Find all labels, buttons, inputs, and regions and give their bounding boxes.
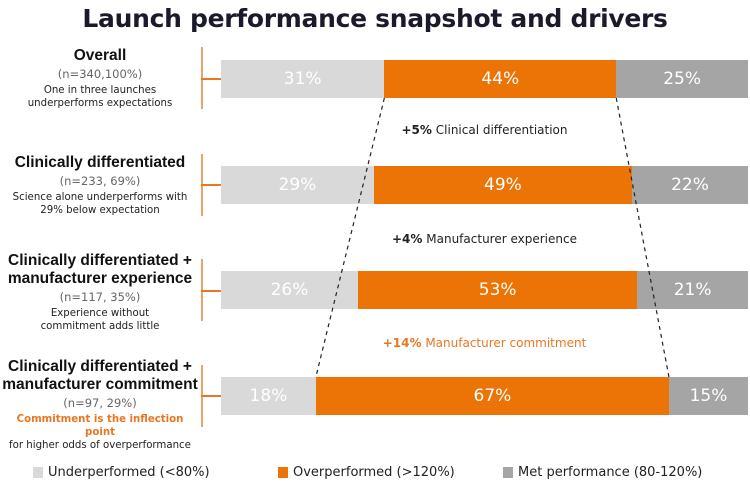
stacked-bar-clinical-plus-commitment: 18% 67% 15% [221, 377, 748, 415]
bar-segment-underperformed: 26% [221, 271, 359, 309]
bar-segment-label: 15% [689, 386, 728, 406]
row-name: Clinically differentiated + manufacturer… [2, 358, 198, 393]
row-bracket-tick [201, 290, 221, 292]
bar-segment-label: 18% [249, 386, 288, 406]
driver-label: Manufacturer experience [426, 232, 577, 246]
row-sample-size: (n=97, 29%) [63, 396, 137, 410]
driver-delta: +14% [382, 336, 422, 350]
bar-segment-underperformed: 29% [221, 166, 374, 204]
legend-item-met: Met performance (80-120%) [503, 465, 702, 480]
row-bracket-tick [201, 78, 221, 80]
legend-swatch [503, 467, 513, 478]
stacked-bar-clinically-differentiated: 29% 49% 22% [221, 166, 748, 204]
bar-segment-underperformed: 31% [221, 60, 385, 98]
row-sample-size: (n=117, 35%) [59, 290, 141, 304]
bar-segment-label: 26% [270, 280, 309, 300]
driver-label: Clinical differentiation [435, 123, 568, 137]
legend-label: Met performance (80-120%) [518, 465, 703, 480]
legend-label: Overperformed (>120%) [293, 465, 455, 480]
connector-line-left [315, 97, 385, 378]
bar-segment-overperformed: 49% [373, 166, 633, 204]
connector-line-right [615, 97, 670, 378]
driver-annotation-clinical: +5% Clinical differentiation [221, 123, 748, 137]
bar-segment-overperformed: 44% [384, 60, 617, 98]
row-description: One in three launches underperforms expe… [27, 85, 173, 109]
legend-item-overperformed: Overperformed (>120%) [278, 465, 455, 480]
driver-label: Manufacturer commitment [425, 336, 587, 350]
legend-item-underperformed: Underperformed (<80%) [33, 465, 210, 480]
bar-segment-label: 21% [673, 280, 712, 300]
row-label-overall: Overall (n=340,100%) One in three launch… [0, 47, 200, 110]
row-description: Science alone underperforms with 29% bel… [12, 192, 188, 216]
row-name: Clinically differentiated + manufacturer… [7, 252, 193, 287]
bar-segment-label: 49% [484, 175, 522, 195]
row-description-highlight: Commitment is the inflection point [16, 414, 184, 438]
driver-annotation-experience: +4% Manufacturer experience [221, 232, 748, 246]
row-sample-size: (n=233, 69%) [59, 174, 141, 188]
bar-segment-overperformed: 67% [315, 377, 669, 415]
bar-segment-label: 25% [663, 69, 701, 89]
bar-segment-label: 29% [278, 175, 317, 195]
row-bracket-tick [201, 184, 221, 186]
bar-segment-met: 21% [637, 271, 748, 309]
chart-title: Launch performance snapshot and drivers [82, 4, 668, 33]
bar-segment-label: 67% [473, 386, 512, 406]
row-name: Overall [73, 47, 127, 64]
stacked-bar-overall: 31% 44% 25% [221, 60, 748, 98]
bar-segment-label: 53% [478, 280, 517, 300]
row-label-clinically-differentiated: Clinically differentiated (n=233, 69%) S… [0, 154, 200, 217]
driver-delta: +5% [401, 123, 432, 137]
row-name: Clinically differentiated [14, 154, 186, 171]
bar-segment-overperformed: 53% [358, 271, 638, 309]
bar-segment-met: 22% [632, 166, 748, 204]
row-label-clinical-plus-experience: Clinically differentiated + manufacturer… [0, 252, 200, 333]
row-description: Commitment is the inflection point for hi… [0, 413, 200, 452]
legend-swatch [278, 467, 288, 478]
legend-label: Underperformed (<80%) [48, 465, 210, 480]
driver-annotation-commitment: +14% Manufacturer commitment [221, 336, 748, 350]
legend: Underperformed (<80%) Overperformed (>12… [0, 465, 750, 485]
row-bracket-tick [201, 395, 221, 397]
stacked-bar-clinical-plus-experience: 26% 53% 21% [221, 271, 748, 309]
bar-segment-label: 22% [671, 175, 709, 195]
row-description: Experience without commitment adds littl… [40, 308, 160, 332]
row-label-clinical-plus-commitment: Clinically differentiated + manufacturer… [0, 358, 200, 452]
bar-segment-met: 25% [616, 60, 748, 98]
bar-segment-label: 44% [481, 69, 520, 89]
bar-segment-met: 15% [668, 377, 748, 415]
driver-delta: +4% [392, 232, 423, 246]
bar-segment-label: 31% [283, 69, 322, 89]
legend-swatch [33, 467, 43, 478]
bar-segment-underperformed: 18% [221, 377, 316, 415]
row-sample-size: (n=340,100%) [57, 67, 143, 81]
